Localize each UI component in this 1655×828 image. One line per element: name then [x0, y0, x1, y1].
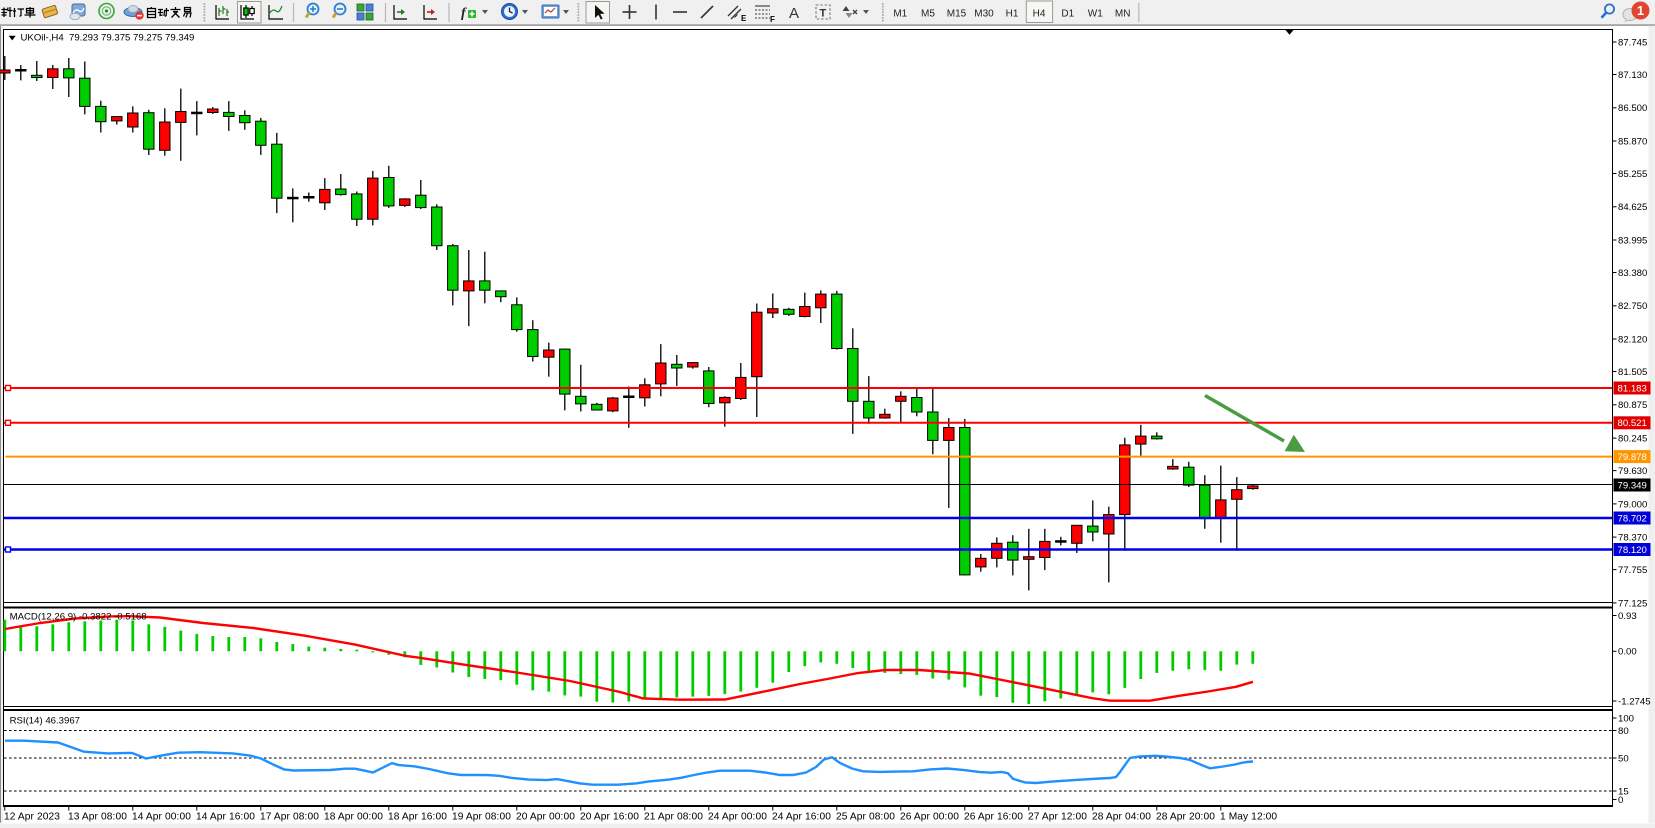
svg-text:83.380: 83.380	[1618, 268, 1647, 279]
svg-text:f: f	[461, 6, 467, 21]
svg-text:14 Apr 16:00: 14 Apr 16:00	[196, 812, 255, 823]
svg-text:15: 15	[1618, 786, 1629, 797]
svg-text:26 Apr 16:00: 26 Apr 16:00	[964, 812, 1023, 823]
svg-text:MN: MN	[1115, 9, 1131, 20]
svg-text:UKOil-,H4 79.293 79.375 79.27: UKOil-,H4 79.293 79.375 79.275 79.349	[21, 33, 195, 44]
svg-text:M30: M30	[974, 9, 994, 20]
svg-text:D1: D1	[1061, 9, 1074, 20]
svg-text:50: 50	[1618, 753, 1629, 764]
svg-text:12 Apr 2023: 12 Apr 2023	[4, 812, 60, 823]
svg-text:0.00: 0.00	[1618, 647, 1637, 658]
svg-text:78.702: 78.702	[1618, 513, 1647, 524]
svg-text:25 Apr 08:00: 25 Apr 08:00	[836, 812, 895, 823]
svg-text:80: 80	[1618, 726, 1629, 737]
svg-text:A: A	[789, 5, 799, 22]
svg-text:-1.2745: -1.2745	[1618, 696, 1651, 707]
svg-text:14 Apr 00:00: 14 Apr 00:00	[132, 812, 191, 823]
svg-text:W1: W1	[1088, 9, 1103, 20]
svg-text:80.521: 80.521	[1618, 418, 1647, 429]
svg-text:79.878: 79.878	[1618, 452, 1647, 463]
svg-text:87.130: 87.130	[1618, 70, 1647, 81]
svg-text:17 Apr 08:00: 17 Apr 08:00	[260, 812, 319, 823]
svg-text:87.745: 87.745	[1618, 37, 1647, 48]
svg-text:86.500: 86.500	[1618, 103, 1647, 114]
svg-text:83.995: 83.995	[1618, 235, 1647, 246]
svg-text:78.370: 78.370	[1618, 533, 1647, 544]
svg-text:M5: M5	[921, 9, 935, 20]
svg-text:79.349: 79.349	[1618, 480, 1647, 491]
svg-text:80.245: 80.245	[1618, 434, 1647, 445]
svg-text:24 Apr 00:00: 24 Apr 00:00	[708, 812, 767, 823]
svg-text:85.255: 85.255	[1618, 169, 1647, 180]
svg-text:79.630: 79.630	[1618, 466, 1647, 477]
svg-text:24 Apr 16:00: 24 Apr 16:00	[772, 812, 831, 823]
svg-text:77.125: 77.125	[1618, 598, 1647, 609]
svg-text:18 Apr 00:00: 18 Apr 00:00	[324, 812, 383, 823]
svg-text:28 Apr 20:00: 28 Apr 20:00	[1156, 812, 1215, 823]
svg-text:F: F	[770, 15, 775, 24]
svg-text:81.183: 81.183	[1618, 383, 1647, 394]
svg-text:82.750: 82.750	[1618, 301, 1647, 312]
svg-text:79.000: 79.000	[1618, 499, 1647, 510]
svg-text:19 Apr 08:00: 19 Apr 08:00	[452, 812, 511, 823]
svg-text:RSI(14) 46.3967: RSI(14) 46.3967	[10, 716, 80, 727]
svg-text:T: T	[820, 8, 827, 20]
svg-text:78.120: 78.120	[1618, 545, 1647, 556]
svg-text:13 Apr 08:00: 13 Apr 08:00	[68, 812, 127, 823]
svg-text:28 Apr 04:00: 28 Apr 04:00	[1092, 812, 1151, 823]
svg-text:M15: M15	[947, 9, 967, 20]
svg-text:21 Apr 08:00: 21 Apr 08:00	[644, 812, 703, 823]
svg-text:27 Apr 12:00: 27 Apr 12:00	[1028, 812, 1087, 823]
svg-text:81.505: 81.505	[1618, 367, 1647, 378]
svg-text:20 Apr 16:00: 20 Apr 16:00	[580, 812, 639, 823]
svg-text:M1: M1	[893, 9, 907, 20]
svg-text:100: 100	[1618, 713, 1634, 724]
svg-text:1: 1	[1637, 3, 1644, 18]
svg-text:20 Apr 00:00: 20 Apr 00:00	[516, 812, 575, 823]
svg-text:E: E	[741, 14, 747, 23]
svg-text:85.870: 85.870	[1618, 136, 1647, 147]
svg-text:0: 0	[1618, 795, 1623, 806]
svg-text:77.755: 77.755	[1618, 565, 1647, 576]
svg-text:1 May 12:00: 1 May 12:00	[1220, 812, 1277, 823]
svg-text:80.875: 80.875	[1618, 400, 1647, 411]
svg-text:84.625: 84.625	[1618, 202, 1647, 213]
svg-text:26 Apr 00:00: 26 Apr 00:00	[900, 812, 959, 823]
svg-text:18 Apr 16:00: 18 Apr 16:00	[388, 812, 447, 823]
svg-text:0.93: 0.93	[1618, 611, 1637, 622]
svg-text:82.120: 82.120	[1618, 334, 1647, 345]
svg-text:H4: H4	[1033, 9, 1046, 20]
svg-text:H1: H1	[1006, 9, 1019, 20]
svg-text:MACD(12,26,9) -0.3822 -0.5168: MACD(12,26,9) -0.3822 -0.5168	[10, 612, 147, 623]
